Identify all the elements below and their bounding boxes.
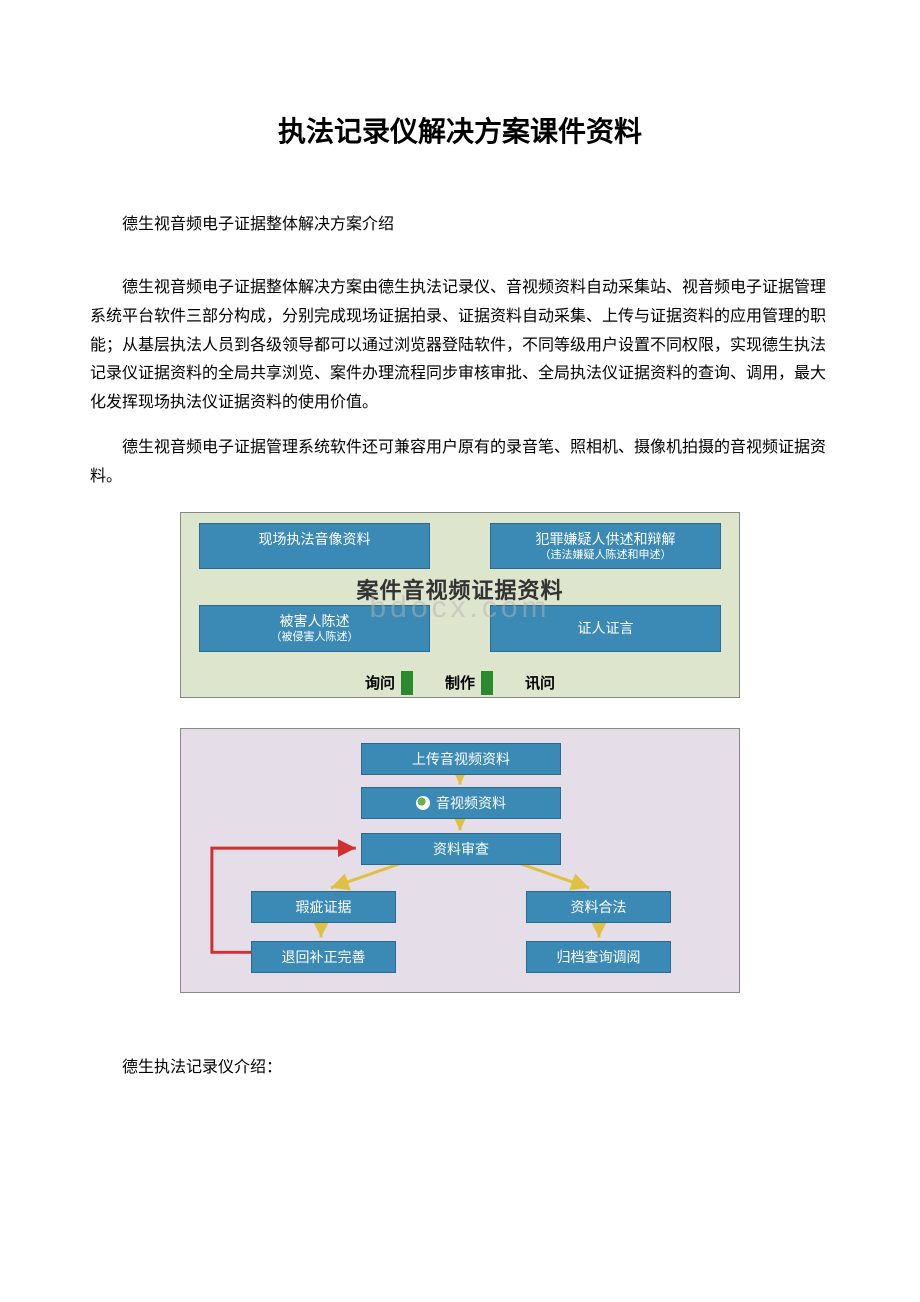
- d2-node-flaw: 瑕疵证据: [251, 891, 396, 923]
- d1-bottom-left-main: 被害人陈述: [280, 613, 350, 629]
- diagram-2-container: 上传音视频资料 音视频资料 资料审查 瑕疵证据 资料合法 退回补正完善 归档查询…: [90, 728, 830, 993]
- d2-node-return: 退回补正完善: [251, 941, 396, 973]
- footer-heading: 德生执法记录仪介绍：: [90, 1053, 830, 1077]
- d1-bottom-left-sub: （被侵害人陈述）: [204, 630, 425, 644]
- d1-top-right-main: 犯罪嫌疑人供述和辩解: [536, 531, 676, 547]
- d1-box-bottom-left: 被害人陈述 （被侵害人陈述）: [199, 605, 430, 651]
- diagram-2: 上传音视频资料 音视频资料 资料审查 瑕疵证据 资料合法 退回补正完善 归档查询…: [180, 728, 740, 993]
- diagram-1: 现场执法音像资料 犯罪嫌疑人供述和辩解 （违法嫌疑人陈述和申述） 案件音视频证据…: [180, 512, 740, 698]
- d2-node-review: 资料审查: [361, 833, 561, 865]
- d1-label-3: 讯问: [525, 671, 555, 695]
- d1-top-right-sub: （违法嫌疑人陈述和申述）: [495, 548, 716, 562]
- d2-node-archive: 归档查询调阅: [526, 941, 671, 973]
- d1-box-top-right: 犯罪嫌疑人供述和辩解 （违法嫌疑人陈述和申述）: [490, 523, 721, 569]
- d1-label-2: 制作: [445, 671, 493, 695]
- d2-node-upload: 上传音视频资料: [361, 743, 561, 775]
- d1-label-3-text: 讯问: [525, 672, 555, 693]
- diagram-1-top-row: 现场执法音像资料 犯罪嫌疑人供述和辩解 （违法嫌疑人陈述和申述）: [199, 523, 721, 569]
- d2-node-media: 音视频资料: [361, 787, 561, 819]
- diagram-1-bottom-row: 被害人陈述 （被侵害人陈述） 证人证言: [199, 605, 721, 651]
- square-icon: [401, 671, 413, 695]
- d1-labels-row: 询问 制作 讯问: [181, 671, 739, 695]
- d1-center-title: 案件音视频证据资料: [199, 573, 721, 605]
- intro-heading: 德生视音频电子证据整体解决方案介绍: [90, 210, 830, 234]
- diagram-1-container: 现场执法音像资料 犯罪嫌疑人供述和辩解 （违法嫌疑人陈述和申述） 案件音视频证据…: [90, 512, 830, 698]
- paragraph-1: 德生视音频电子证据整体解决方案由德生执法记录仪、音视频资料自动采集站、视音频电子…: [90, 274, 830, 418]
- d2-node-valid: 资料合法: [526, 891, 671, 923]
- d1-label-1: 询问: [365, 671, 413, 695]
- d1-label-1-text: 询问: [365, 672, 395, 693]
- paragraph-2: 德生视音频电子证据管理系统软件还可兼容用户原有的录音笔、照相机、摄像机拍摄的音视…: [90, 434, 830, 492]
- page-title: 执法记录仪解决方案课件资料: [90, 110, 830, 150]
- square-icon: [481, 671, 493, 695]
- d1-box-bottom-right: 证人证言: [490, 605, 721, 651]
- d1-box-top-left: 现场执法音像资料: [199, 523, 430, 569]
- d1-label-2-text: 制作: [445, 672, 475, 693]
